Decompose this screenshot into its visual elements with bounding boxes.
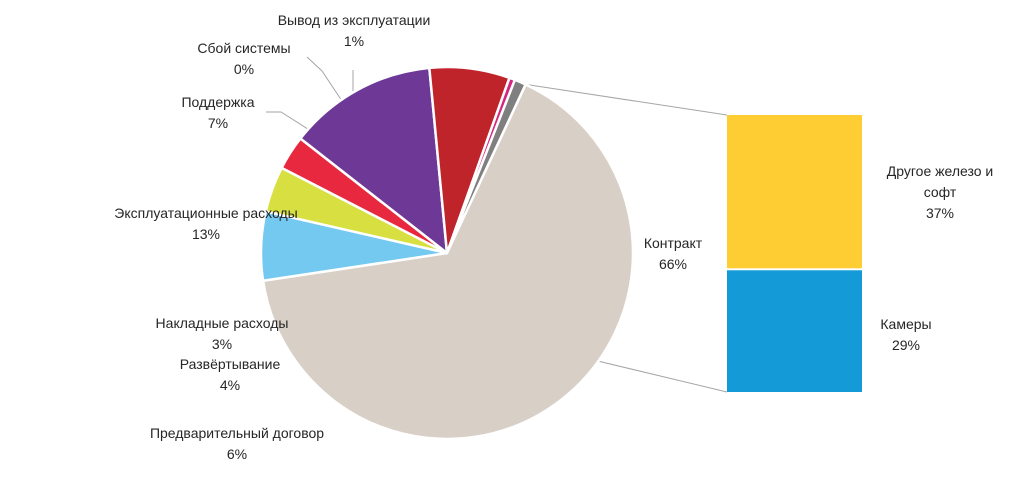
breakdown-segment-1: [727, 270, 862, 392]
slice-label-2: Развёртывание: [180, 356, 281, 372]
slice-value-1: 6%: [227, 446, 247, 462]
pie-slice-0: [261, 83, 635, 441]
breakdown-label-0-line-0: Другое железо и: [887, 163, 993, 179]
breakdown-value-1: 29%: [892, 337, 920, 353]
leader-line-6: [306, 56, 343, 102]
slice-label-1: Предварительный договор: [150, 425, 324, 441]
leader-line-5: [266, 111, 312, 132]
slice-label-7: Вывод из эксплуатации: [278, 12, 431, 28]
connector-top: [525, 83, 728, 116]
slice-label-5: Поддержка: [181, 94, 254, 110]
pie-slice-7: [445, 78, 527, 255]
slice-value-7: 1%: [344, 33, 364, 49]
pie-slice-4: [299, 66, 449, 255]
breakdown-bar: [727, 115, 862, 392]
pie-slices: [259, 65, 635, 441]
slice-label-0: Контракт: [644, 235, 703, 251]
slice-label-3: Накладные расходы: [156, 315, 289, 331]
breakdown-segment-0: [727, 115, 862, 269]
slice-value-0: 66%: [659, 256, 687, 272]
breakdown-value-0: 37%: [926, 205, 954, 221]
slice-value-5: 7%: [208, 115, 228, 131]
slice-value-2: 4%: [220, 377, 240, 393]
slice-value-6: 0%: [234, 61, 254, 77]
breakdown-label-1-line-0: Камеры: [880, 316, 931, 332]
slice-label-6: Сбой системы: [197, 40, 290, 56]
data-labels: Контракт 66% Предварительный договор 6% Разв…: [114, 12, 993, 462]
slice-value-3: 3%: [212, 336, 232, 352]
slice-value-4: 13%: [192, 226, 220, 242]
slice-label-4: Эксплуатационные расходы: [114, 205, 297, 221]
leader-lines: [266, 56, 354, 132]
breakdown-label-0-line-1: софт: [924, 184, 957, 200]
